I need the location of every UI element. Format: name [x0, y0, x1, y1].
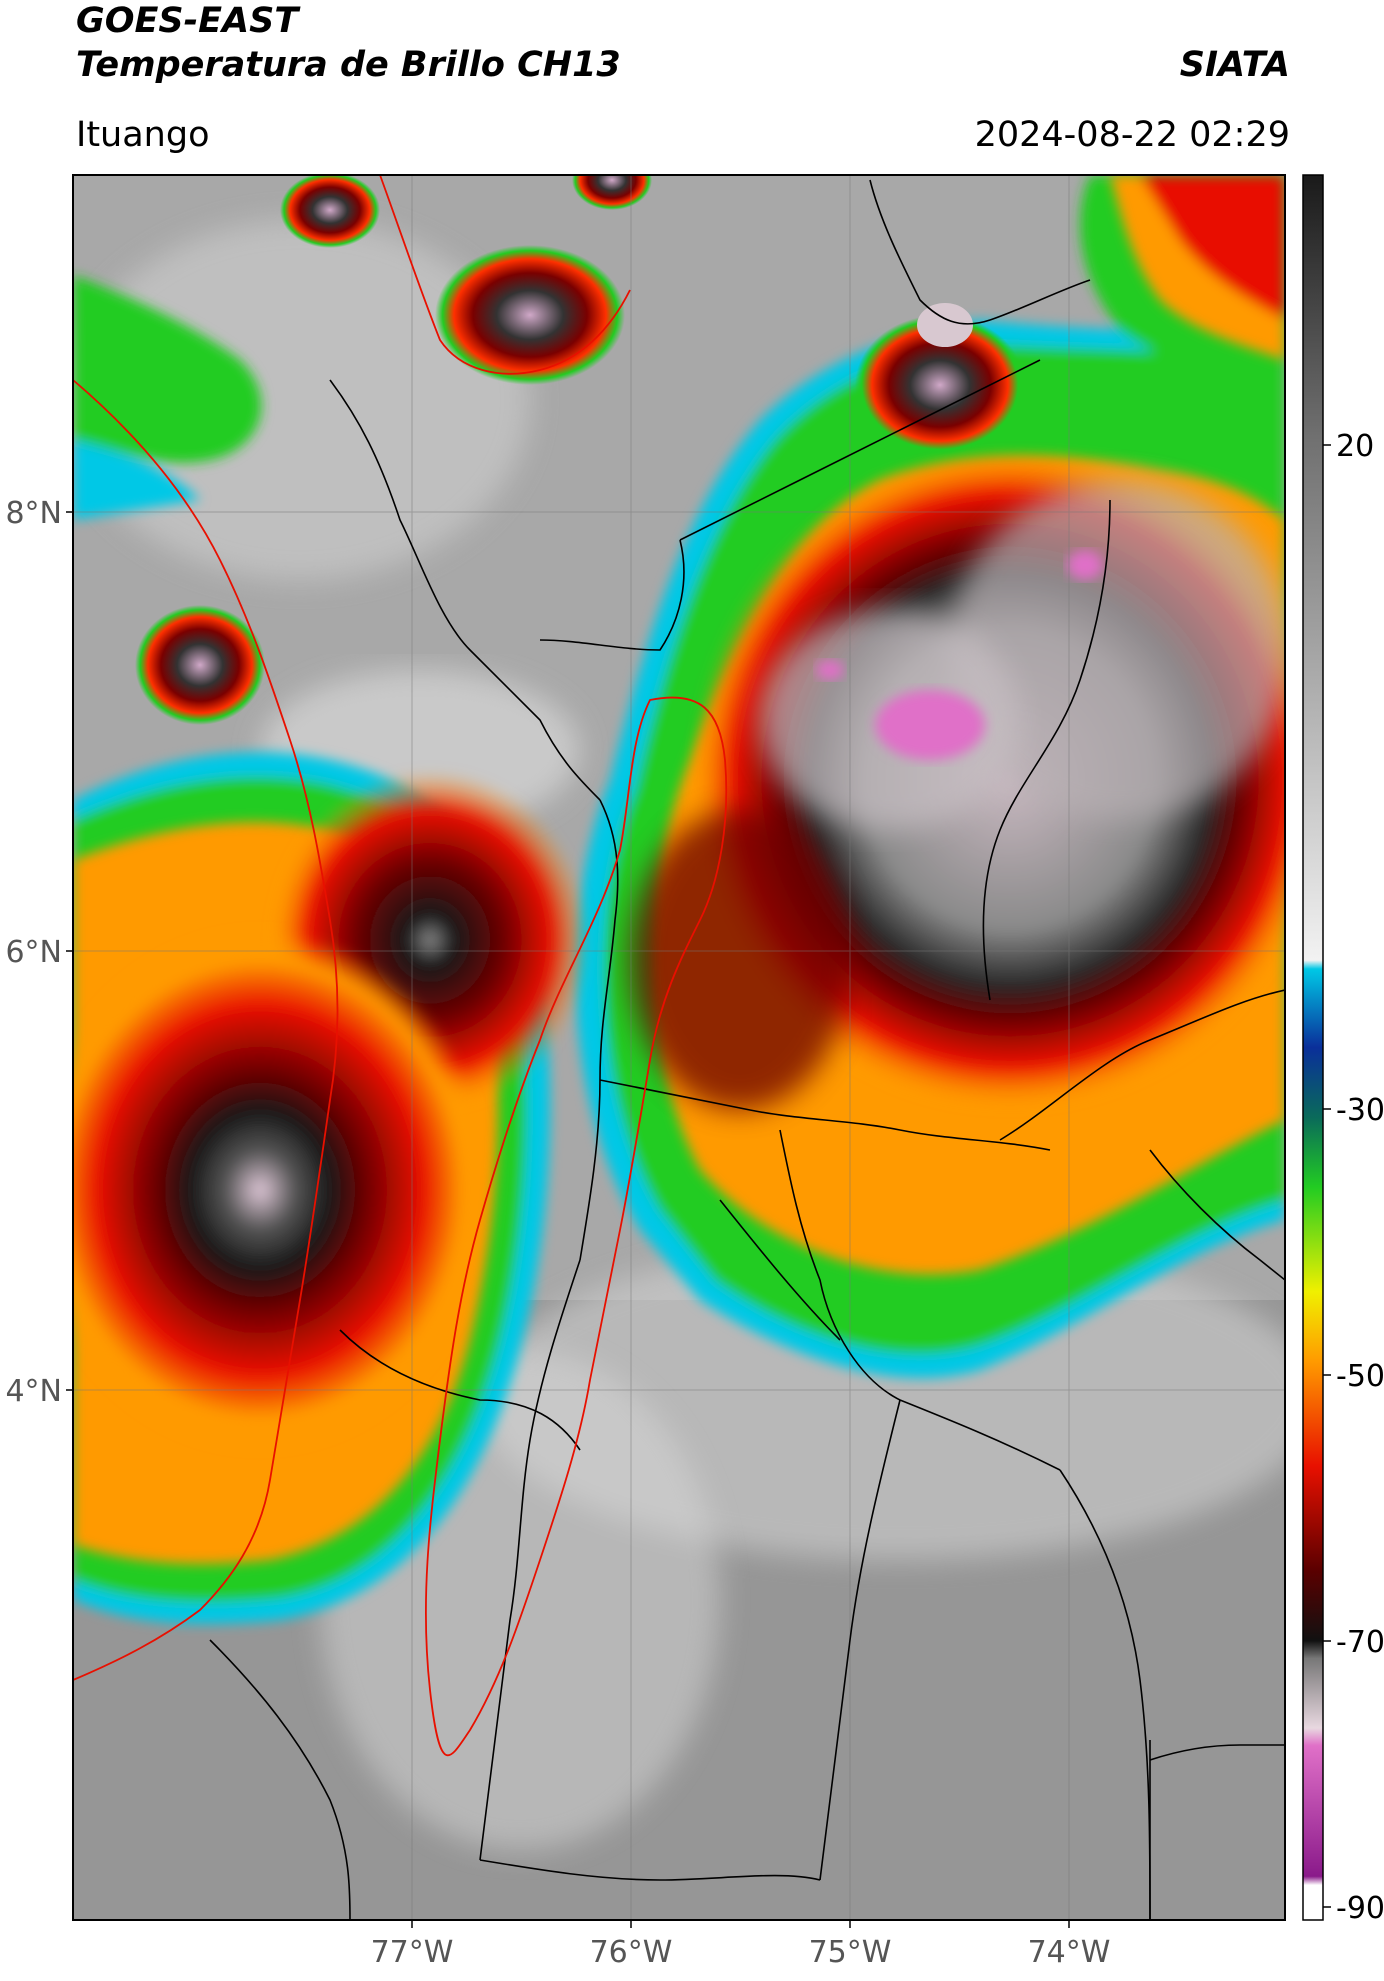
lat-label-8n: 8°N — [5, 496, 62, 531]
lon-label-74w: 74°W — [1028, 1935, 1111, 1970]
lat-label-4n: 4°N — [5, 1374, 62, 1409]
lon-label-77w: 77°W — [371, 1935, 454, 1970]
region-label: Ituango — [76, 115, 210, 155]
graticule — [73, 175, 1285, 1920]
lon-label-76w: 76°W — [590, 1935, 673, 1970]
datetime-label: 2024-08-22 02:29 — [974, 115, 1290, 155]
antioquia-outline — [73, 175, 728, 1757]
map-frame — [72, 174, 1286, 1921]
imagery-layer — [73, 175, 1285, 1920]
product-title: Temperatura de Brillo CH13 — [76, 45, 621, 85]
satellite-title: GOES-EAST — [76, 1, 299, 41]
department-boundaries — [209, 179, 1285, 1920]
colorbar-label-minus50: -50 — [1336, 1359, 1384, 1394]
organization-label: SIATA — [1179, 45, 1290, 85]
lat-label-6n: 6°N — [5, 935, 62, 970]
colorbar-label-minus70: -70 — [1336, 1625, 1384, 1660]
colorbar-label-minus90: -90 — [1336, 1891, 1384, 1926]
colorbar-label-20: 20 — [1336, 429, 1374, 464]
lon-label-75w: 75°W — [809, 1935, 892, 1970]
colorbar — [1302, 174, 1324, 1921]
colorbar-label-minus30: -30 — [1336, 1093, 1384, 1128]
axis-ticks — [66, 511, 1070, 1928]
colorbar-ticks — [1323, 444, 1331, 1908]
